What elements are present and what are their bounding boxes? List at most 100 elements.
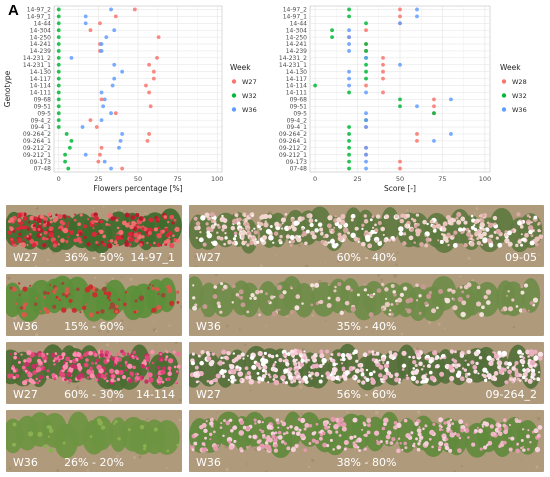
flower — [38, 352, 42, 357]
flower — [232, 284, 236, 288]
flower — [245, 375, 250, 380]
data-point — [69, 55, 74, 60]
flower — [205, 350, 210, 355]
flower — [537, 351, 544, 358]
flower — [43, 220, 47, 224]
flower — [458, 436, 462, 440]
y-tick-label: 14-117 — [286, 76, 307, 83]
flower — [198, 370, 204, 377]
flower — [308, 218, 314, 224]
flower — [89, 366, 93, 370]
flower — [435, 223, 442, 229]
flower — [470, 234, 474, 238]
flower — [22, 216, 28, 221]
flower — [172, 350, 176, 354]
flower — [276, 421, 280, 425]
flower — [292, 379, 297, 383]
soil-speck — [8, 467, 12, 470]
flower — [480, 243, 484, 247]
legend-swatch — [231, 107, 237, 112]
flower — [100, 240, 104, 245]
flower — [420, 368, 424, 371]
flower — [385, 370, 391, 376]
flower — [488, 360, 494, 367]
flower — [229, 363, 235, 370]
data-point — [364, 159, 368, 164]
flower — [492, 376, 498, 382]
soil-speck — [105, 343, 109, 347]
flower — [408, 355, 411, 359]
flower — [89, 435, 93, 438]
data-point — [347, 166, 351, 171]
flower — [249, 296, 252, 300]
soil-speck — [460, 465, 463, 468]
flower — [83, 224, 87, 229]
plant-foliage — [521, 278, 541, 313]
flower — [363, 283, 366, 286]
flower — [22, 212, 27, 217]
flower — [264, 444, 269, 450]
flower — [302, 231, 306, 234]
flower — [68, 366, 74, 373]
flower — [489, 424, 495, 429]
flower — [522, 445, 525, 448]
flower — [473, 350, 480, 357]
flower — [202, 304, 208, 310]
soil-speck — [84, 257, 88, 261]
data-point — [155, 55, 159, 60]
flower — [259, 222, 264, 227]
flower — [209, 438, 212, 441]
flower — [511, 298, 515, 302]
soil-speck — [416, 410, 421, 414]
flower — [343, 227, 349, 233]
flower — [394, 214, 399, 219]
flower — [18, 232, 22, 236]
flower — [27, 431, 34, 437]
field-photo: W27 60% - 40% 09-05 — [189, 205, 544, 267]
flower — [329, 438, 333, 442]
flower — [39, 214, 45, 219]
flower — [329, 373, 333, 377]
flower — [165, 355, 169, 359]
flower — [49, 283, 52, 286]
flower — [261, 374, 267, 379]
flower — [414, 368, 420, 373]
flower — [462, 367, 465, 370]
flower — [485, 370, 489, 374]
data-point — [381, 62, 385, 67]
flower — [73, 354, 76, 357]
flower — [231, 358, 237, 364]
flower — [402, 241, 407, 246]
flower — [277, 426, 280, 429]
flower — [529, 360, 536, 366]
photo-percentage-label: 36% - 50% — [64, 251, 124, 264]
flower — [358, 449, 362, 452]
flower — [65, 240, 69, 244]
flower — [269, 225, 273, 229]
data-point — [113, 14, 118, 19]
flower — [414, 224, 418, 228]
flower — [153, 427, 158, 432]
y-tick-label: 14-304 — [286, 27, 307, 34]
soil-speck — [345, 205, 347, 207]
flower — [335, 362, 338, 365]
soil-speck — [92, 207, 94, 210]
flower — [242, 425, 247, 430]
flower — [260, 429, 265, 434]
flower — [471, 442, 476, 447]
flower — [232, 352, 236, 355]
flower — [141, 227, 145, 231]
flower — [114, 369, 120, 375]
flower — [476, 237, 480, 241]
soil-speck — [46, 258, 50, 261]
flower — [161, 229, 165, 233]
data-point — [347, 132, 351, 136]
data-point — [347, 152, 351, 157]
y-tick-label: 14-130 — [286, 69, 307, 76]
data-point — [381, 69, 385, 74]
flower — [363, 219, 369, 224]
soil-speck — [395, 263, 398, 266]
flower — [349, 288, 353, 292]
flower — [47, 435, 51, 438]
flower — [89, 373, 95, 379]
